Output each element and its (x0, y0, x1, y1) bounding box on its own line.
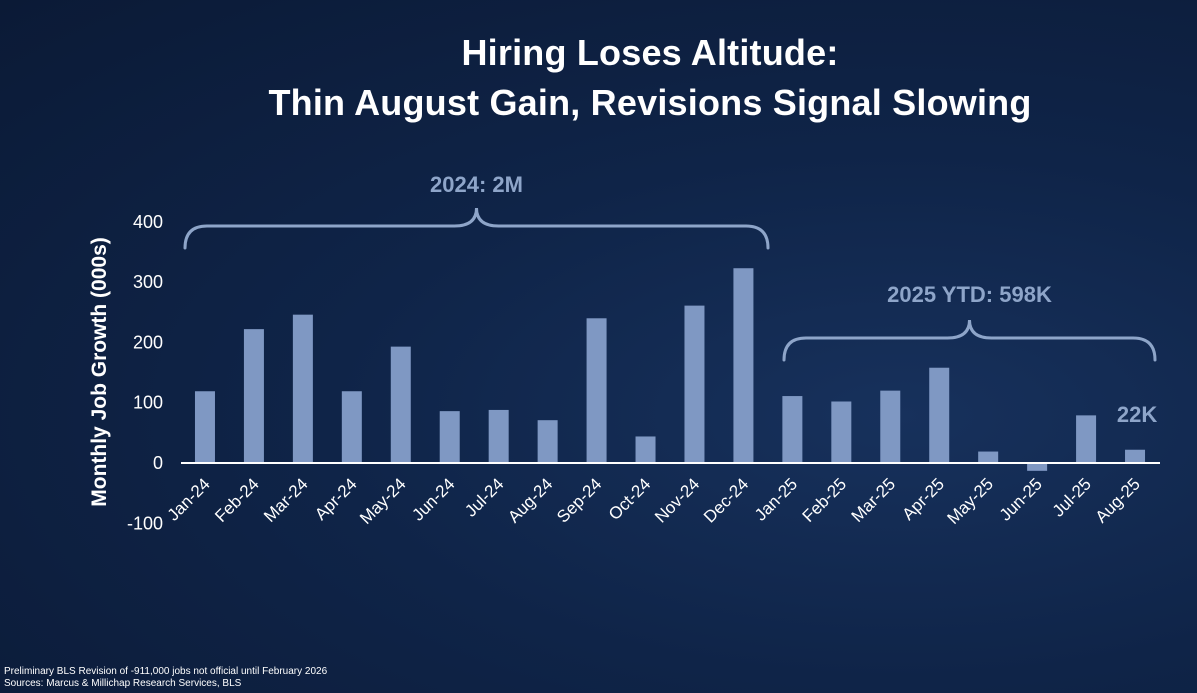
bar-jun-24 (439, 411, 460, 463)
y-tick-label: 300 (133, 272, 163, 292)
x-tick-label: Jul-25 (1049, 474, 1095, 520)
x-tick-label: Jan-25 (751, 474, 801, 524)
bar-may-24 (390, 346, 411, 463)
title-line-2: Thin August Gain, Revisions Signal Slowi… (268, 82, 1032, 123)
y-tick-label: 400 (133, 212, 163, 232)
annotation-label: 2025 YTD: 598K (887, 282, 1052, 307)
x-tick-label: May-24 (356, 474, 410, 528)
bar-feb-25 (831, 401, 852, 463)
bar-jan-25 (782, 396, 803, 463)
x-tick-label: Apr-24 (311, 474, 361, 524)
y-tick-label: 0 (153, 453, 163, 473)
x-tick-label: Sep-24 (553, 474, 605, 526)
bar-dec-24 (733, 268, 754, 463)
x-tick-label: Jun-24 (408, 474, 458, 524)
x-tick-label: Oct-24 (605, 474, 655, 524)
x-tick-label: Mar-25 (848, 474, 900, 526)
bar-jul-24 (488, 409, 509, 463)
x-tick-label: Aug-25 (1092, 474, 1144, 526)
footnote-revision: Preliminary BLS Revision of -911,000 job… (4, 666, 328, 677)
annotation-brace (183, 207, 770, 250)
x-tick-label: Jun-25 (996, 474, 1046, 524)
bar-aug-25 (1125, 449, 1146, 463)
bar-mar-25 (880, 390, 901, 463)
x-tick-label: Feb-25 (799, 474, 851, 526)
bar-nov-24 (684, 305, 705, 463)
chart-title: Hiring Loses Altitude: Thin August Gain,… (0, 28, 1197, 128)
y-axis-title: Monthly Job Growth (000s) (88, 237, 111, 507)
x-tick-label: Jul-24 (461, 474, 507, 520)
bar-mar-24 (292, 314, 313, 463)
footnote-sources: Sources: Marcus & Millichap Research Ser… (4, 678, 242, 689)
title-line-1: Hiring Loses Altitude: (461, 32, 839, 73)
bar-apr-25 (929, 367, 950, 463)
annotation-label: 2024: 2M (430, 172, 523, 197)
x-tick-label: Apr-25 (899, 474, 949, 524)
bar-apr-24 (341, 391, 362, 463)
y-tick-label: -100 (127, 513, 163, 533)
bar-aug-24 (537, 420, 558, 463)
x-tick-label: Dec-24 (700, 474, 752, 526)
y-tick-label: 100 (133, 393, 163, 413)
bar-may-25 (978, 451, 999, 463)
bar-jul-25 (1076, 415, 1097, 463)
bar-feb-24 (243, 329, 264, 463)
bar-data-label: 22K (1117, 402, 1157, 427)
bar-jan-24 (194, 391, 215, 463)
x-tick-label: Nov-24 (651, 474, 703, 526)
bar-oct-24 (635, 436, 656, 463)
bar-jun-25 (1027, 463, 1048, 471)
x-tick-label: May-25 (943, 474, 997, 528)
x-tick-label: Aug-24 (504, 474, 556, 526)
bar-sep-24 (586, 318, 607, 463)
x-tick-label: Mar-24 (260, 474, 312, 526)
y-tick-label: 200 (133, 332, 163, 352)
x-tick-label: Jan-24 (164, 474, 214, 524)
x-tick-label: Feb-24 (211, 474, 263, 526)
annotation-brace (782, 319, 1157, 362)
